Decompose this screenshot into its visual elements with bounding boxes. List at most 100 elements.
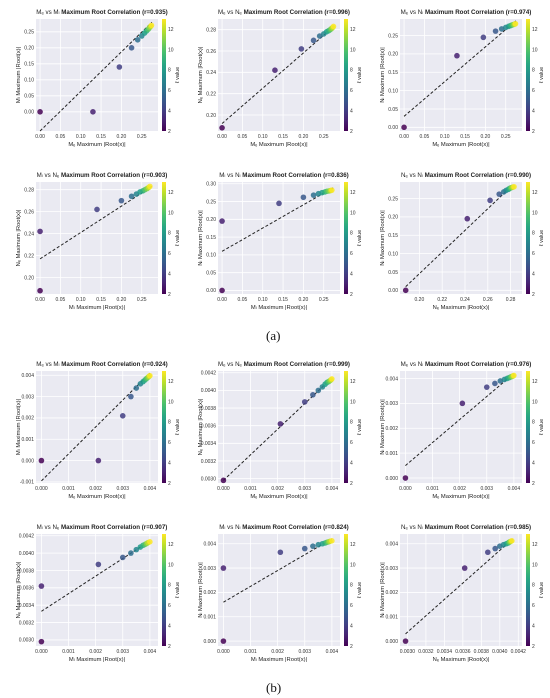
correlation-fit-line bbox=[403, 20, 517, 117]
scatter-point bbox=[492, 380, 498, 387]
y-tick-label: 0.000 bbox=[203, 639, 216, 645]
chart-title: Mₑ vs Nₗ Maximum Root Correlation (r=0.9… bbox=[401, 9, 532, 16]
chart-title-text: Maximum Root Correlation (r=0.990) bbox=[425, 172, 531, 179]
x-axis-label: Mₗ Maximum |Root(x)| bbox=[69, 657, 125, 663]
x-tick-label: 0.0030 bbox=[400, 649, 416, 655]
scatter-point bbox=[301, 399, 308, 405]
colorbar-label: ℓ value bbox=[175, 582, 181, 598]
x-tick-label: 0.000 bbox=[217, 486, 230, 492]
y-tick-label: 0.003 bbox=[385, 401, 398, 407]
y-tick-label: 0.001 bbox=[203, 615, 216, 621]
chart-title-prefix: Mₗ vs Nₑ bbox=[37, 524, 61, 531]
x-tick-label: 0.003 bbox=[116, 486, 129, 492]
scatter-point bbox=[329, 376, 335, 382]
y-tick-label: 0.05 bbox=[388, 107, 398, 113]
colorbar-tick-label: 6 bbox=[350, 88, 353, 94]
y-axis-label: Nₗ Maximum |Root(x)| bbox=[380, 47, 386, 103]
y-tick-label: 0.003 bbox=[385, 566, 398, 572]
colorbar-tick-label: 2 bbox=[168, 129, 171, 135]
x-tick-label: 0.003 bbox=[298, 649, 311, 655]
y-tick-label: 0.05 bbox=[24, 94, 34, 100]
y-tick-label: 0.26 bbox=[24, 209, 34, 215]
scatter-point bbox=[147, 539, 153, 545]
colorbar-tick-label: 4 bbox=[168, 108, 171, 114]
scatter-point bbox=[38, 638, 45, 645]
colorbar-label: ℓ value bbox=[175, 67, 181, 83]
y-axis-label: Nₗ Maximum |Root(x)| bbox=[380, 399, 386, 455]
y-tick-label: 0.26 bbox=[206, 49, 216, 55]
chart-title: Mₑ vs Mₗ Maximum Root Correlation (r=0.9… bbox=[36, 9, 167, 16]
chart-panel-2: Mₑ vs Nₑ Maximum Root Correlation (r=0.9… bbox=[198, 9, 363, 148]
x-tick-label: 0.25 bbox=[319, 297, 329, 303]
y-tick-label: 0.28 bbox=[206, 27, 216, 33]
scatter-point bbox=[116, 64, 123, 70]
scatter-point bbox=[401, 124, 407, 131]
scatter-point bbox=[487, 197, 493, 204]
colorbar-tick-label: 8 bbox=[532, 420, 535, 426]
colorbar-label: ℓ value bbox=[175, 230, 181, 246]
y-tick-label: 0.25 bbox=[388, 196, 398, 202]
y-axis-label: Nₑ Maximum |Root(x)| bbox=[198, 399, 204, 456]
colorbar-tick-label: 6 bbox=[532, 251, 535, 257]
y-tick-label: 0.15 bbox=[388, 70, 398, 76]
colorbar-tick-label: 12 bbox=[532, 190, 538, 196]
plot-area bbox=[400, 182, 522, 294]
y-tick-label: 0.15 bbox=[388, 233, 398, 239]
colorbar-tick-label: 12 bbox=[532, 27, 538, 33]
y-tick-label: 0.10 bbox=[388, 88, 398, 94]
x-tick-label: 0.0042 bbox=[511, 649, 527, 655]
colorbar-tick-label: 12 bbox=[168, 190, 174, 196]
colorbar-label: ℓ value bbox=[539, 230, 545, 246]
scatter-point bbox=[315, 387, 322, 394]
scatter-point bbox=[219, 125, 225, 131]
scatter-point bbox=[402, 638, 409, 644]
chart-title: Mₗ vs Nₗ Maximum Root Correlation (r=0.8… bbox=[219, 172, 348, 179]
x-axis-label: Mₑ Maximum |Root(x)| bbox=[432, 494, 489, 500]
colorbar-tick-label: 4 bbox=[168, 623, 171, 629]
y-tick-label: 0.004 bbox=[385, 376, 398, 382]
scatter-point bbox=[402, 475, 409, 481]
y-tick-label: 0.15 bbox=[24, 62, 34, 68]
x-tick-label: 0.001 bbox=[244, 649, 257, 655]
x-tick-label: 0.15 bbox=[96, 297, 106, 303]
x-tick-label: 0.00 bbox=[35, 134, 45, 140]
y-tick-label: 0.0036 bbox=[19, 586, 35, 592]
colorbar-tick-label: 12 bbox=[350, 542, 356, 548]
correlation-fit-line bbox=[223, 538, 333, 603]
scatter-point bbox=[310, 192, 317, 198]
colorbar-tick-label: 4 bbox=[168, 460, 171, 466]
chart-panel-7: Mₑ vs Mₗ Maximum Root Correlation (r=0.9… bbox=[16, 361, 181, 500]
scatter-point bbox=[128, 550, 134, 556]
x-tick-label: 0.10 bbox=[258, 297, 268, 303]
colorbar-tick-label: 2 bbox=[350, 481, 353, 487]
scatter-point bbox=[276, 200, 282, 207]
colorbar-tick-label: 4 bbox=[532, 460, 535, 466]
colorbar bbox=[526, 371, 530, 483]
scatter-point bbox=[512, 20, 519, 27]
x-tick-label: 0.002 bbox=[89, 649, 102, 655]
colorbar-tick-label: 4 bbox=[168, 271, 171, 277]
chart-panel-9: Mₑ vs Nₗ Maximum Root Correlation (r=0.9… bbox=[380, 361, 545, 500]
y-tick-label: 0.00 bbox=[24, 110, 34, 116]
y-axis-label: Nₑ Maximum |Root(x)| bbox=[16, 210, 22, 267]
x-tick-label: 0.003 bbox=[298, 486, 311, 492]
x-tick-label: 0.00 bbox=[399, 134, 409, 140]
scatter-point bbox=[119, 413, 126, 419]
x-tick-label: 0.001 bbox=[62, 486, 75, 492]
y-tick-label: 0.20 bbox=[206, 217, 216, 223]
y-tick-label: 0.30 bbox=[206, 182, 216, 188]
colorbar-tick-label: 6 bbox=[168, 440, 171, 446]
chart-title-text: Maximum Root Correlation (r=0.935) bbox=[61, 9, 167, 16]
colorbar-tick-label: 4 bbox=[532, 108, 535, 114]
colorbar-tick-label: 6 bbox=[350, 603, 353, 609]
colorbar-tick-label: 2 bbox=[168, 292, 171, 298]
scatter-point bbox=[95, 457, 102, 464]
y-tick-label: 0.0042 bbox=[19, 534, 35, 540]
y-tick-label: 0.28 bbox=[24, 187, 34, 193]
y-tick-label: 0.000 bbox=[385, 639, 398, 645]
scatter-point bbox=[459, 400, 466, 407]
y-tick-label: 0.0032 bbox=[19, 620, 35, 626]
y-tick-label: 0.002 bbox=[203, 590, 216, 596]
colorbar-tick-label: 8 bbox=[168, 231, 171, 237]
y-tick-label: 0.0038 bbox=[19, 568, 35, 574]
